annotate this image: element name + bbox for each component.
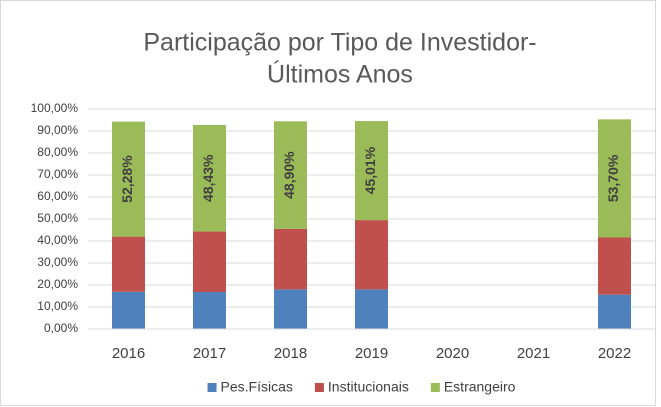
x-tick-label: 2017 xyxy=(193,345,226,362)
legend-label: Estrangeiro xyxy=(444,379,516,395)
x-tick-label: 2022 xyxy=(598,345,631,362)
bar-segment xyxy=(193,292,226,329)
chart-title: Últimos Anos xyxy=(267,60,413,89)
y-tick-label: 30,00% xyxy=(37,255,78,269)
bar-segment xyxy=(112,121,145,237)
legend-swatch xyxy=(430,383,440,392)
bar-segment xyxy=(112,236,145,292)
y-tick-label: 60,00% xyxy=(37,189,78,203)
y-tick-label: 0,00% xyxy=(44,321,78,335)
x-tick-label: 2019 xyxy=(355,345,388,362)
bar-segment xyxy=(193,231,226,293)
legend-swatch xyxy=(314,383,324,392)
y-tick-label: 50,00% xyxy=(37,211,78,225)
legend-label: Pes.Físicas xyxy=(221,379,293,395)
x-tick-label: 2018 xyxy=(274,345,307,362)
bar-segment xyxy=(355,289,388,329)
value-label: 48,90% xyxy=(281,151,297,199)
bar-segment xyxy=(598,119,631,238)
y-tick-label: 70,00% xyxy=(37,167,78,181)
chart-title: Participação por Tipo de Investidor- xyxy=(143,29,536,57)
x-tick-label: 2016 xyxy=(112,345,145,362)
bar-segment xyxy=(274,228,307,290)
y-tick-label: 40,00% xyxy=(37,233,78,247)
bar-segment xyxy=(598,294,631,329)
y-tick-label: 10,00% xyxy=(37,299,78,313)
y-tick-label: 20,00% xyxy=(37,277,78,291)
x-tick-label: 2021 xyxy=(517,345,550,362)
legend-swatch xyxy=(207,383,217,392)
value-label: 53,70% xyxy=(605,154,621,202)
bar-segment xyxy=(355,220,388,290)
bar-segment xyxy=(112,291,145,329)
legend-label: Institucionais xyxy=(328,379,409,395)
bar-segment xyxy=(274,121,307,229)
bar-segment xyxy=(274,289,307,329)
y-tick-label: 100,00% xyxy=(31,101,79,115)
y-tick-label: 80,00% xyxy=(37,145,78,159)
value-label: 48,43% xyxy=(200,154,216,202)
y-tick-label: 90,00% xyxy=(37,123,78,137)
value-label: 45,01% xyxy=(362,146,378,194)
bar-segment xyxy=(598,237,631,295)
x-tick-label: 2020 xyxy=(436,345,469,362)
bar-segment xyxy=(355,121,388,221)
bar-segment xyxy=(193,124,226,232)
value-label: 52,28% xyxy=(119,155,135,203)
